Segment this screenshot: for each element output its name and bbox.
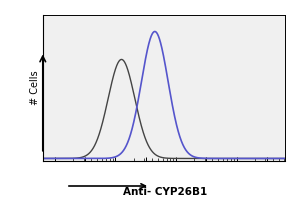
Text: Anti- CYP26B1: Anti- CYP26B1: [123, 187, 207, 197]
Y-axis label: # Cells: # Cells: [30, 71, 40, 105]
